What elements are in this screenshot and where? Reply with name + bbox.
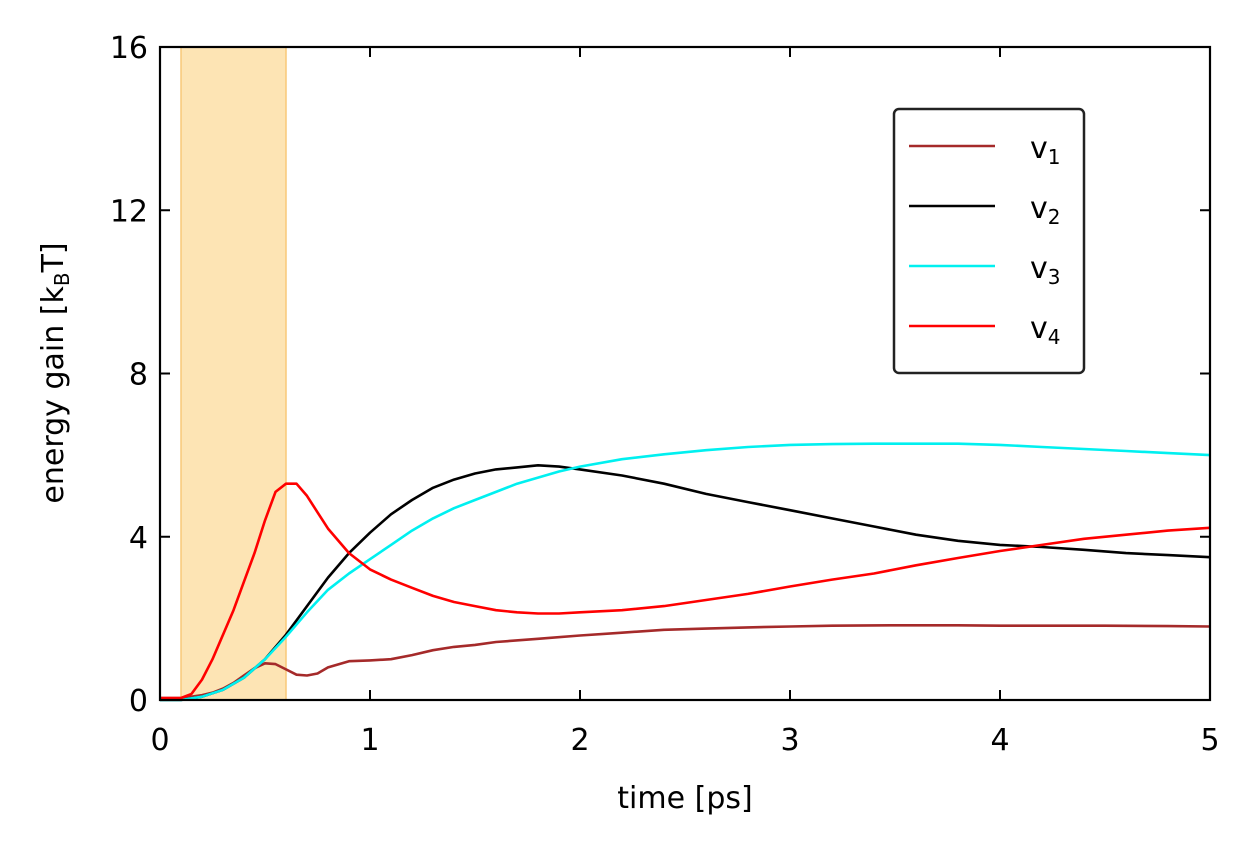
legend-label-sub-4: 4 [1048,325,1061,349]
x-tick-label-0: 0 [150,723,169,758]
legend-label-sub-2: 2 [1048,205,1061,229]
y-axis-label-sub: B [50,272,74,286]
y-tick-label-1: 4 [129,521,148,556]
series-layer [160,442,1211,702]
series-line-4 [160,482,1211,700]
y-axis-label-main: energy gain [k [36,286,71,504]
legend-label-main-1: v [1030,131,1048,166]
series-line-2 [160,464,1211,702]
y-tick-label-2: 8 [129,358,148,393]
shaded-region [180,46,287,701]
x-tick-label-3: 3 [780,723,799,758]
y-tick-label-4: 16 [110,31,148,66]
legend-label-4: v4 [1030,311,1061,349]
series-line-1 [160,624,1211,700]
x-tick-label-1: 1 [360,723,379,758]
legend-label-main-4: v [1030,311,1048,346]
y-tick-label-3: 12 [110,194,148,229]
legend-label-sub-3: 3 [1048,265,1061,289]
legend-label-sub-1: 1 [1048,145,1061,169]
y-axis-label-end: T] [36,242,71,273]
series-line-3 [160,442,1211,702]
legend-label-2: v2 [1030,191,1061,229]
x-axis-label: time [ps] [617,781,752,816]
y-axis-label: energy gain [kBT] [36,242,74,503]
x-tick-label-5: 5 [1200,723,1219,758]
legend-label-3: v3 [1030,251,1061,289]
legend-label-1: v1 [1030,131,1061,169]
x-tick-label-2: 2 [570,723,589,758]
legend-box [892,107,1086,375]
legend-label-main-3: v [1030,251,1048,286]
y-tick-label-0: 0 [129,684,148,719]
x-tick-label-4: 4 [990,723,1009,758]
shaded-region-layer [180,46,287,701]
legend-label-main-2: v [1030,191,1048,226]
